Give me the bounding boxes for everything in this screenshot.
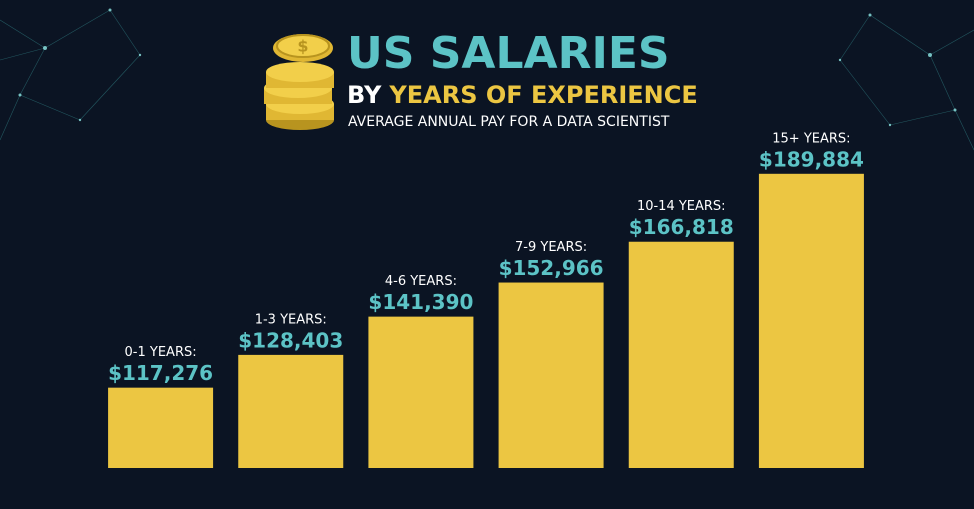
category-label: 0-1 YEARS: — [125, 345, 197, 360]
category-label: 1-3 YEARS: — [255, 312, 327, 327]
svg-text:$: $ — [297, 37, 308, 56]
value-label: $166,818 — [629, 215, 734, 239]
caption: AVERAGE ANNUAL PAY FOR A DATA SCIENTIST — [348, 114, 670, 130]
value-label: $152,966 — [499, 256, 604, 280]
subtitle-highlight: YEARS OF EXPERIENCE — [388, 81, 697, 109]
chart-title: US SALARIES — [347, 28, 670, 79]
bar — [368, 316, 474, 468]
value-label: $117,276 — [108, 361, 213, 385]
subtitle: BY YEARS OF EXPERIENCE — [347, 81, 698, 109]
category-label: 15+ YEARS: — [772, 131, 850, 146]
category-label: 7-9 YEARS: — [515, 240, 587, 255]
bar — [628, 241, 734, 468]
bar — [498, 282, 604, 468]
coins-icon: $ — [264, 34, 334, 130]
category-label: 10-14 YEARS: — [637, 199, 726, 214]
bar — [758, 173, 864, 469]
network-decoration — [0, 8, 974, 151]
bar — [238, 354, 344, 468]
bar — [108, 387, 214, 468]
value-label: $141,390 — [368, 290, 473, 314]
subtitle-lead: BY — [347, 81, 382, 109]
category-label: 4-6 YEARS: — [385, 274, 457, 289]
value-label: $128,403 — [238, 328, 343, 352]
value-label: $189,884 — [759, 147, 864, 171]
